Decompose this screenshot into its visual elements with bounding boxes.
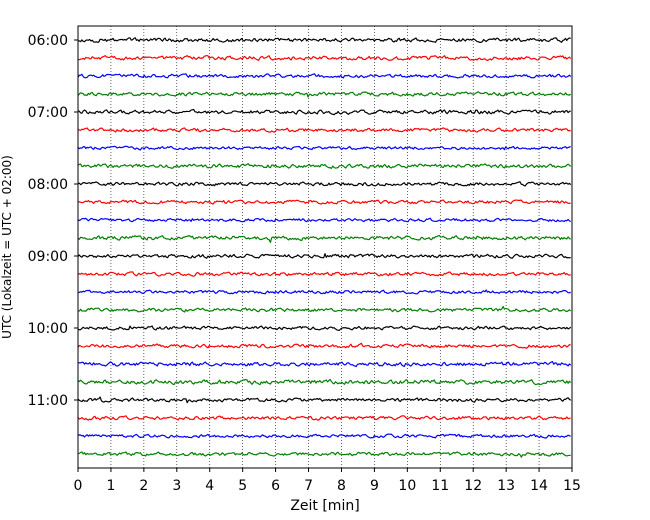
x-tick-label-8: 8	[337, 478, 346, 494]
x-axis-label: Zeit [min]	[290, 498, 359, 514]
trace-0930	[77, 289, 571, 295]
y-tick-label-07:00: 07:00	[28, 105, 68, 121]
x-tick-label-12: 12	[464, 478, 482, 494]
trace-0745	[77, 163, 572, 169]
trace-0815	[77, 199, 571, 205]
x-tick-label-5: 5	[238, 478, 247, 494]
trace-1000	[77, 325, 572, 331]
y-axis-ticks: 06:00 07:00 08:00 09:00 10:00 11:00	[28, 33, 78, 409]
x-tick-label-11: 11	[431, 478, 449, 494]
trace-1100	[77, 396, 572, 404]
x-tick-label-1: 1	[106, 478, 115, 494]
y-tick-label-06:00: 06:00	[28, 33, 68, 49]
trace-0915	[77, 271, 571, 277]
trace-0800	[77, 181, 572, 187]
trace-1045	[77, 378, 572, 386]
x-tick-label-2: 2	[139, 478, 148, 494]
trace-0630	[77, 73, 572, 79]
trace-0830	[77, 217, 571, 223]
x-tick-label-10: 10	[398, 478, 416, 494]
trace-1115	[77, 415, 571, 421]
trace-0600	[77, 37, 571, 44]
trace-0945	[77, 305, 572, 313]
x-tick-label-4: 4	[205, 478, 214, 494]
x-tick-label-0: 0	[74, 478, 83, 494]
x-tick-label-13: 13	[497, 478, 515, 494]
x-tick-label-15: 15	[563, 478, 581, 494]
x-tick-label-14: 14	[530, 478, 548, 494]
y-tick-label-08:00: 08:00	[28, 177, 68, 193]
x-tick-label-3: 3	[172, 478, 181, 494]
trace-0645	[77, 91, 572, 98]
trace-0715	[77, 127, 571, 133]
trace-0900	[77, 253, 571, 259]
x-tick-label-7: 7	[304, 478, 313, 494]
trace-1145	[77, 451, 571, 458]
x-tick-label-6: 6	[271, 478, 280, 494]
trace-1015	[77, 342, 571, 349]
trace-0730	[77, 145, 571, 151]
plot-frame	[77, 25, 573, 469]
trace-series-group	[77, 37, 572, 458]
y-tick-label-11:00: 11:00	[28, 393, 68, 409]
x-tick-label-9: 9	[370, 478, 379, 494]
trace-1030	[77, 360, 572, 368]
trace-1130	[77, 433, 571, 439]
y-tick-label-09:00: 09:00	[28, 249, 68, 265]
trace-0615	[77, 54, 572, 62]
y-tick-label-10:00: 10:00	[28, 321, 68, 337]
x-axis-ticks: 0 1 2 3 4 5 6 7 8 9 10 11 12 13 14 15	[74, 468, 581, 494]
trace-0700	[77, 108, 571, 116]
trace-0845	[77, 234, 571, 244]
y-axis-label: UTC (Lokalzeit = UTC + 02:00)	[0, 155, 14, 339]
